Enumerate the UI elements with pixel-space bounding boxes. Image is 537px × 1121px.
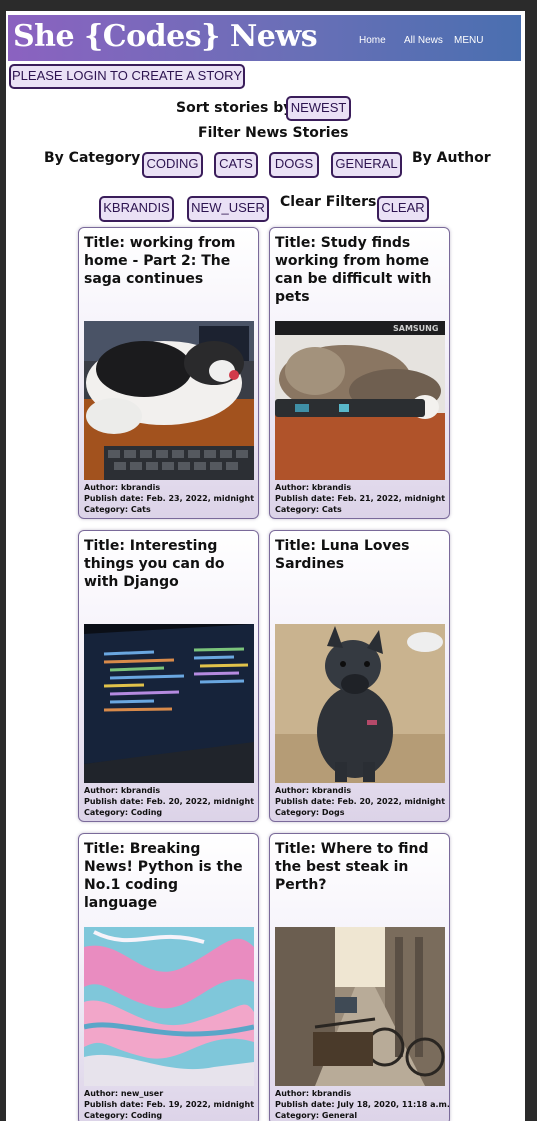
story-image-dog bbox=[275, 624, 445, 783]
story-category: Category: Coding bbox=[84, 1111, 163, 1120]
story-author: Author: new_user bbox=[84, 1089, 164, 1098]
story-image-laptop-code bbox=[84, 624, 254, 783]
clear-filters-button[interactable]: CLEAR bbox=[377, 196, 429, 222]
monitor-brand-text: SAMSUNG bbox=[393, 324, 438, 333]
story-publish-date: Publish date: July 18, 2020, 11:18 a.m. bbox=[275, 1100, 450, 1109]
category-general-button[interactable]: GENERAL bbox=[331, 152, 402, 178]
story-card[interactable]: Title: Breaking News! Python is the No.1… bbox=[78, 833, 259, 1121]
story-image-street-bicycles bbox=[275, 927, 445, 1086]
login-to-create-story-button[interactable]: PLEASE LOGIN TO CREATE A STORY bbox=[9, 64, 245, 89]
sort-label: Sort stories by: bbox=[176, 100, 298, 116]
nav-all-news-link[interactable]: All News bbox=[404, 35, 443, 46]
story-author: Author: kbrandis bbox=[84, 786, 161, 795]
story-image-cat-on-laptop bbox=[84, 321, 254, 480]
story-card[interactable]: Title: Luna Loves Sardines Author: kbran… bbox=[269, 530, 450, 822]
story-publish-date: Publish date: Feb. 20, 2022, midnight bbox=[84, 797, 255, 806]
story-author: Author: kbrandis bbox=[275, 786, 352, 795]
nav-menu-link[interactable]: MENU bbox=[454, 35, 484, 46]
page: She {Codes} News Home All News MENU PLEA… bbox=[6, 11, 525, 1121]
story-publish-date: Publish date: Feb. 20, 2022, midnight bbox=[275, 797, 446, 806]
story-publish-date: Publish date: Feb. 19, 2022, midnight bbox=[84, 1100, 255, 1109]
story-category: Category: Cats bbox=[275, 505, 342, 514]
by-author-label: By Author bbox=[412, 150, 491, 166]
story-card[interactable]: Title: Where to find the best steak in P… bbox=[269, 833, 450, 1121]
author-kbrandis-button[interactable]: KBRANDIS bbox=[99, 196, 174, 222]
filter-title: Filter News Stories bbox=[198, 125, 349, 141]
by-category-label: By Category bbox=[44, 150, 141, 166]
clear-filters-label: Clear Filters bbox=[280, 194, 377, 210]
story-category: Category: Coding bbox=[84, 808, 163, 817]
story-title[interactable]: Title: working from home - Part 2: The s… bbox=[84, 235, 236, 287]
sort-newest-button[interactable]: NEWEST bbox=[286, 96, 351, 121]
story-image-cat-on-monitor: SAMSUNG bbox=[275, 321, 445, 480]
story-title[interactable]: Title: Interesting things you can do wit… bbox=[84, 538, 225, 590]
story-publish-date: Publish date: Feb. 21, 2022, midnight bbox=[275, 494, 446, 503]
story-category: Category: Cats bbox=[84, 505, 151, 514]
story-card[interactable]: Title: Study finds working from home can… bbox=[269, 227, 450, 519]
story-category: Category: Dogs bbox=[275, 808, 345, 817]
story-image-abstract-paint bbox=[84, 927, 254, 1086]
story-title[interactable]: Title: Where to find the best steak in P… bbox=[275, 841, 429, 893]
header-banner: She {Codes} News Home All News MENU bbox=[8, 15, 521, 61]
story-publish-date: Publish date: Feb. 23, 2022, midnight bbox=[84, 494, 255, 503]
story-title[interactable]: Title: Luna Loves Sardines bbox=[275, 538, 410, 572]
author-new-user-button[interactable]: NEW_USER bbox=[187, 196, 269, 222]
site-title[interactable]: She {Codes} News bbox=[13, 19, 318, 54]
story-title[interactable]: Title: Breaking News! Python is the No.1… bbox=[84, 841, 243, 911]
category-coding-button[interactable]: CODING bbox=[142, 152, 203, 178]
story-author: Author: kbrandis bbox=[275, 483, 352, 492]
story-category: Category: General bbox=[275, 1111, 358, 1120]
story-author: Author: kbrandis bbox=[275, 1089, 352, 1098]
story-title[interactable]: Title: Study finds working from home can… bbox=[275, 235, 432, 305]
story-card[interactable]: Title: working from home - Part 2: The s… bbox=[78, 227, 259, 519]
category-dogs-button[interactable]: DOGS bbox=[269, 152, 319, 178]
nav-home-link[interactable]: Home bbox=[359, 35, 386, 46]
story-card[interactable]: Title: Interesting things you can do wit… bbox=[78, 530, 259, 822]
category-cats-button[interactable]: CATS bbox=[214, 152, 258, 178]
story-author: Author: kbrandis bbox=[84, 483, 161, 492]
